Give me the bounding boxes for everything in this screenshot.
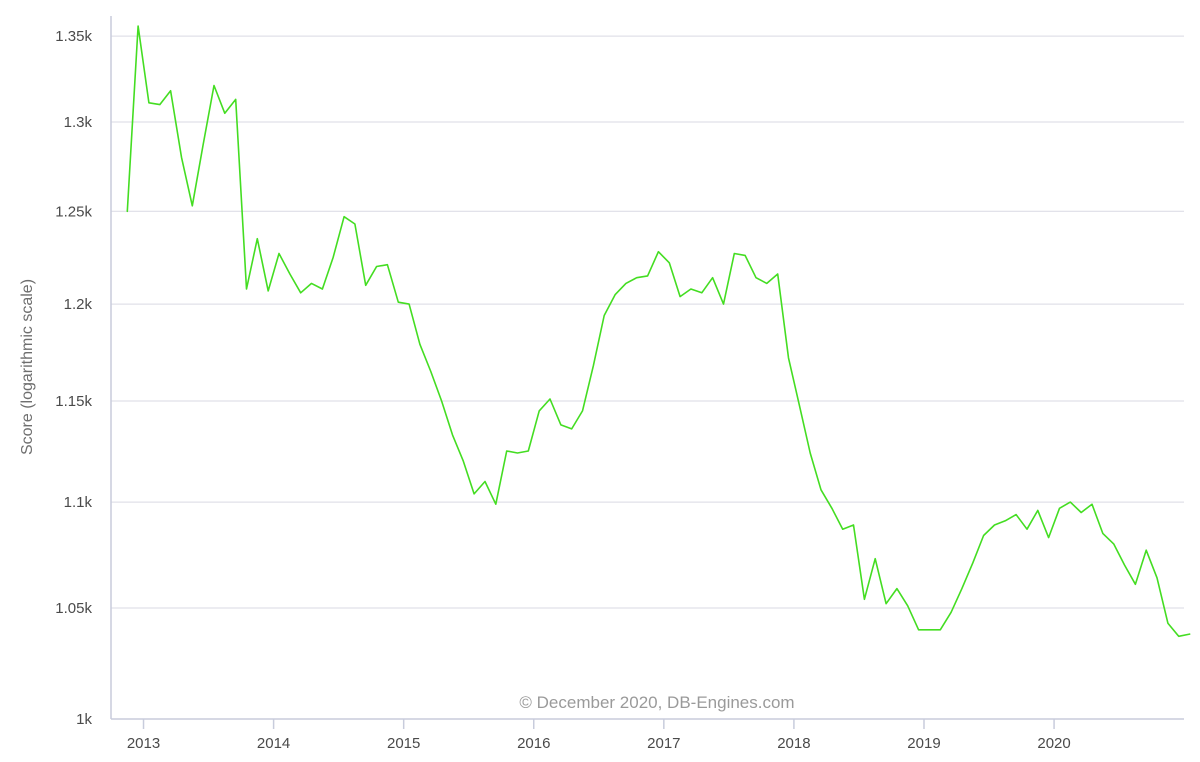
y-tick-label: 1k xyxy=(76,711,92,728)
gridlines xyxy=(111,35,1184,609)
series-line xyxy=(126,25,1191,638)
x-axis-ticks: 2013 2014 2015 2016 2017 2018 2019 2020 xyxy=(127,719,1071,752)
y-tick-label: 1.25k xyxy=(55,203,92,220)
y-axis-tick-labels: 1k 1.05k 1.1k 1.15k 1.2k 1.25k 1.3k 1.35k xyxy=(55,28,92,728)
x-tick-label: 2013 xyxy=(127,735,160,752)
y-tick-label: 1.05k xyxy=(55,600,92,617)
y-axis-title: Score (logarithmic scale) xyxy=(19,279,36,455)
y-tick-label: 1.35k xyxy=(55,28,92,45)
credit-text: © December 2020, DB-Engines.com xyxy=(519,693,794,712)
x-tick-label: 2018 xyxy=(777,735,810,752)
y-tick-label: 1.15k xyxy=(55,393,92,410)
series-layer xyxy=(126,25,1191,638)
x-tick-label: 2014 xyxy=(257,735,290,752)
x-tick-label: 2017 xyxy=(647,735,680,752)
y-tick-label: 1.2k xyxy=(64,296,93,313)
x-tick-label: 2016 xyxy=(517,735,550,752)
x-tick-label: 2019 xyxy=(907,735,940,752)
y-tick-label: 1.3k xyxy=(64,114,93,131)
y-tick-label: 1.1k xyxy=(64,494,93,511)
x-tick-label: 2020 xyxy=(1037,735,1070,752)
x-tick-label: 2015 xyxy=(387,735,420,752)
